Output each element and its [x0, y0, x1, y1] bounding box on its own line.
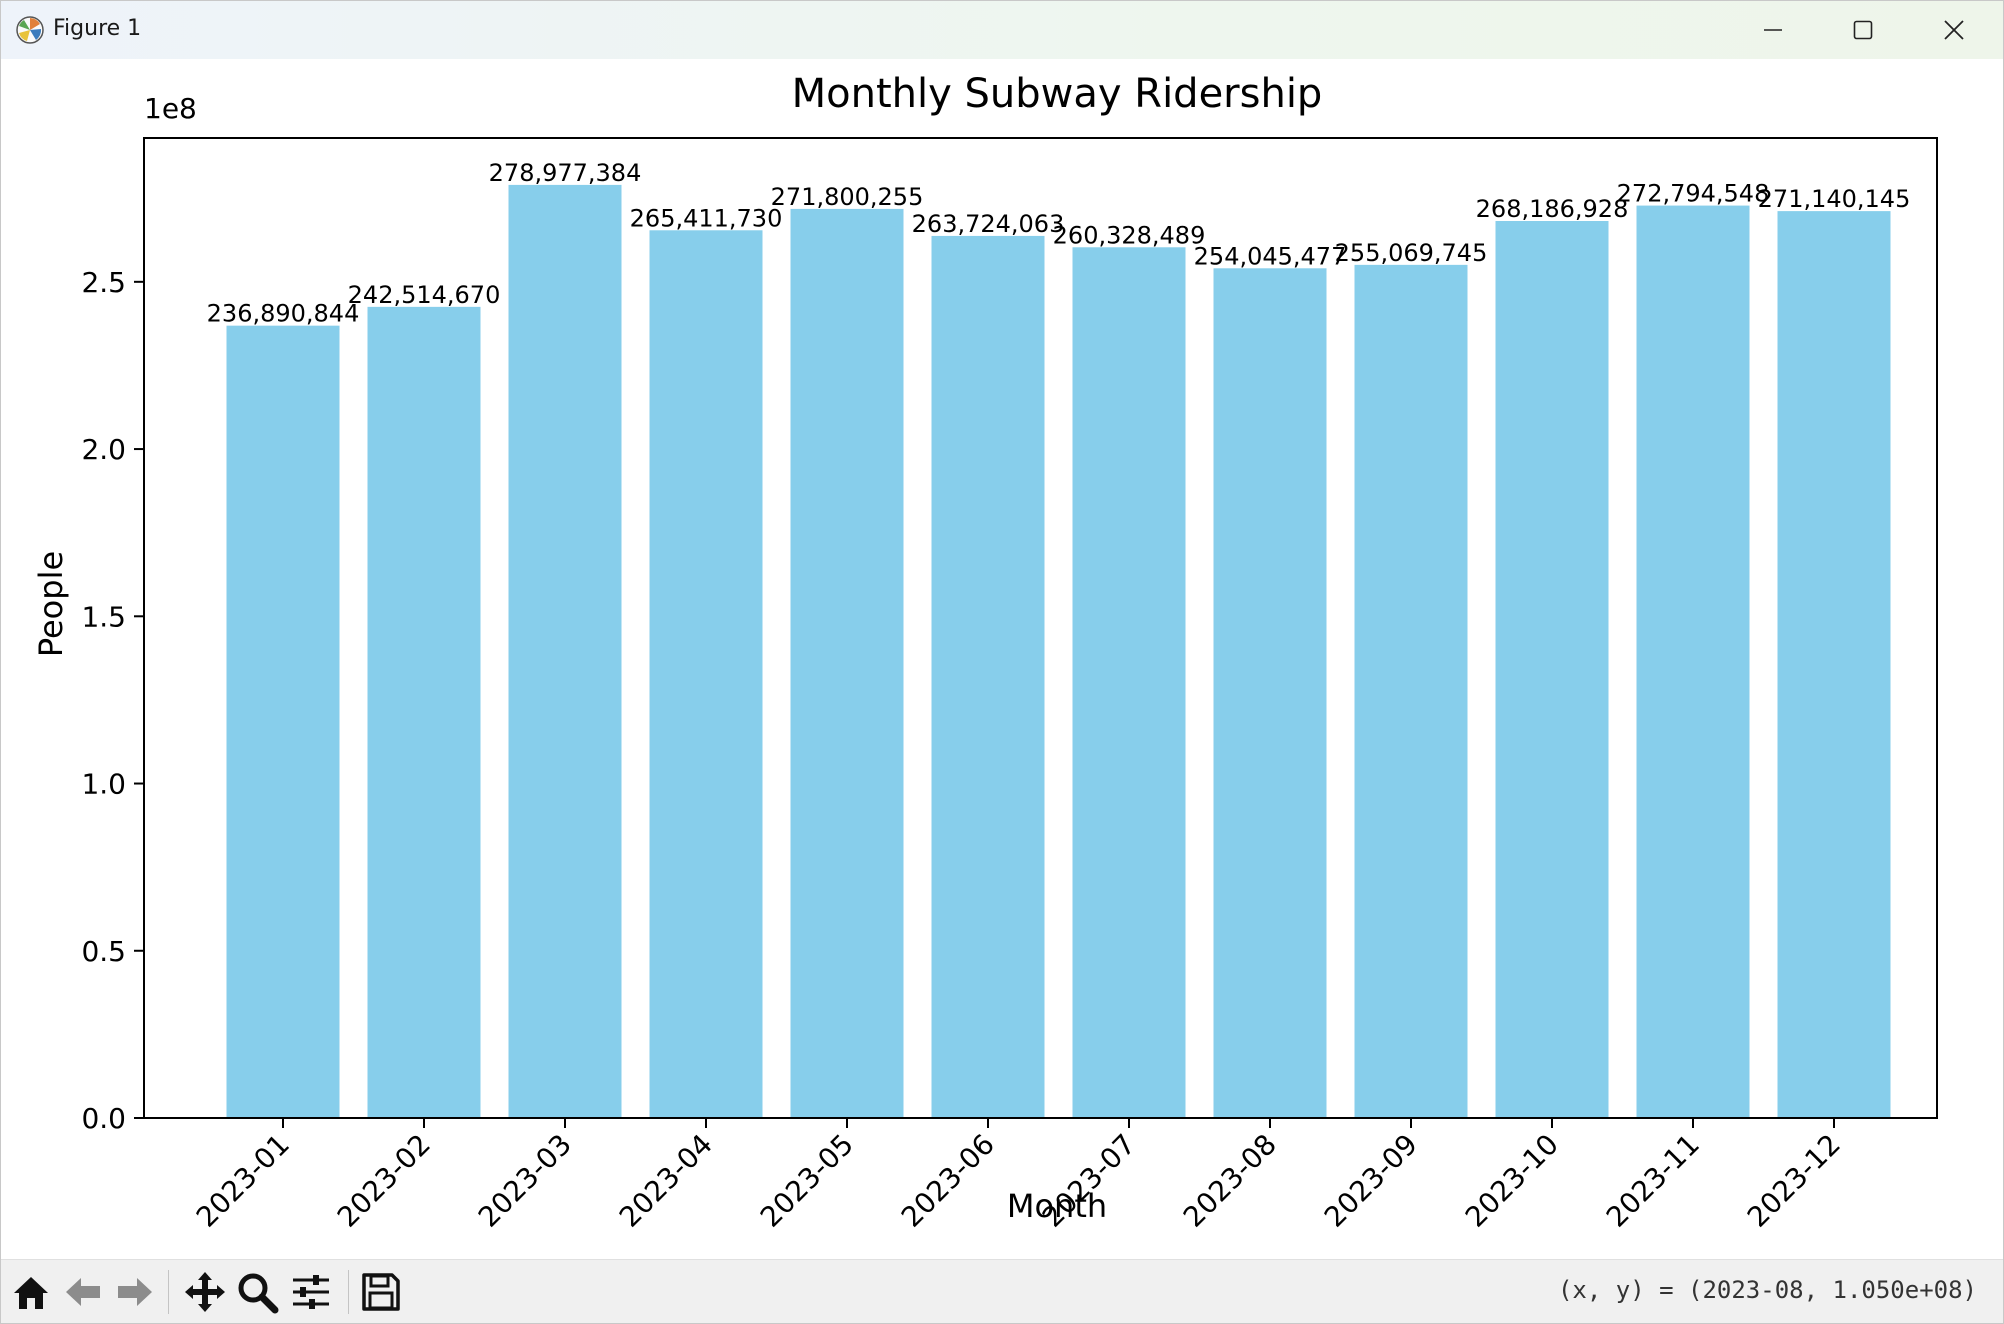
minimize-button[interactable] — [1728, 1, 1818, 59]
x-tick-label: 2023-11 — [1600, 1128, 1706, 1234]
pan-icon — [185, 1272, 225, 1312]
zoom-button[interactable] — [233, 1268, 281, 1316]
bar-2023-06 — [931, 235, 1045, 1119]
forward-button[interactable] — [111, 1268, 159, 1316]
x-tick-label: 2023-01 — [190, 1128, 296, 1234]
configure-subplots-button[interactable] — [287, 1268, 335, 1316]
save-icon — [362, 1273, 400, 1311]
bar-2023-02 — [367, 306, 481, 1118]
navigation-toolbar: (x, y) = (2023-08, 1.050e+08) — [1, 1259, 2003, 1323]
y-tick-label: 0.5 — [81, 935, 126, 968]
x-tick-label: 2023-05 — [754, 1128, 860, 1234]
y-tick-label: 2.0 — [81, 433, 126, 466]
x-tick-label: 2023-08 — [1177, 1128, 1283, 1234]
bar-value-label: 271,800,255 — [771, 183, 924, 211]
bar-value-label: 254,045,477 — [1194, 242, 1347, 270]
chart-title: Monthly Subway Ridership — [792, 71, 1323, 117]
toolbar-separator — [168, 1270, 169, 1314]
bar-2023-08 — [1213, 268, 1327, 1118]
y-tick-label: 2.5 — [81, 266, 126, 299]
cursor-coordinates: (x, y) = (2023-08, 1.050e+08) — [1557, 1276, 1977, 1304]
x-tick-label: 2023-09 — [1318, 1128, 1424, 1234]
bar-value-label: 255,069,745 — [1335, 239, 1488, 267]
bar-value-label: 271,140,145 — [1758, 185, 1911, 213]
bar-2023-10 — [1495, 220, 1609, 1118]
minimize-icon — [1764, 29, 1782, 31]
home-icon — [14, 1277, 48, 1309]
x-axis-label: Month — [1007, 1187, 1107, 1225]
y-tick-label: 1.0 — [81, 768, 126, 801]
y-offset-label: 1e8 — [144, 92, 197, 125]
figure-canvas[interactable]: Monthly Subway Ridership 1e8 236,890,844… — [1, 59, 2003, 1259]
home-button[interactable] — [7, 1268, 55, 1316]
axes-frame — [143, 137, 1938, 1119]
x-tick-label: 2023-12 — [1741, 1128, 1847, 1234]
window-title: Figure 1 — [53, 16, 142, 41]
bar-value-label: 268,186,928 — [1476, 195, 1629, 223]
bar-2023-05 — [790, 208, 904, 1119]
y-axis-label: People — [32, 551, 70, 657]
bar-series — [226, 184, 1891, 1119]
title-bar[interactable]: Figure 1 — [1, 1, 2003, 59]
toolbar-separator — [348, 1270, 349, 1314]
y-tick-label: 0.0 — [81, 1102, 126, 1135]
pan-button[interactable] — [181, 1268, 229, 1316]
bar-chart: Monthly Subway Ridership 1e8 236,890,844… — [32, 71, 1938, 1234]
bar-value-label: 265,411,730 — [630, 204, 783, 232]
configure-subplots-icon — [293, 1275, 329, 1309]
y-axis: 0.0 0.5 1.0 1.5 2.0 2.5 — [81, 266, 144, 1135]
close-button[interactable] — [1909, 1, 1999, 59]
bar-value-label: 260,328,489 — [1053, 221, 1206, 249]
bar-value-label: 278,977,384 — [489, 159, 642, 187]
maximize-icon — [1853, 20, 1873, 40]
close-icon — [1944, 20, 1964, 40]
x-tick-label: 2023-02 — [331, 1128, 437, 1234]
x-tick-label: 2023-03 — [472, 1128, 578, 1234]
bar-2023-11 — [1636, 205, 1750, 1119]
maximize-button[interactable] — [1818, 1, 1908, 59]
zoom-icon — [238, 1273, 279, 1314]
bar-value-label: 236,890,844 — [207, 300, 360, 328]
bar-2023-12 — [1777, 211, 1891, 1118]
bar-2023-07 — [1072, 247, 1186, 1118]
bar-2023-03 — [508, 184, 622, 1118]
x-tick-label: 2023-04 — [613, 1128, 719, 1234]
bar-value-label: 263,724,063 — [912, 210, 1065, 238]
y-tick-label: 1.5 — [81, 600, 126, 633]
bar-value-label: 272,794,548 — [1617, 180, 1770, 208]
x-tick-label: 2023-10 — [1459, 1128, 1565, 1234]
x-tick-label: 2023-06 — [895, 1128, 1001, 1234]
bar-2023-09 — [1354, 264, 1468, 1118]
bar-value-label: 242,514,670 — [348, 281, 501, 309]
back-arrow-icon — [66, 1278, 100, 1306]
bar-2023-01 — [226, 325, 340, 1119]
back-button[interactable] — [59, 1268, 107, 1316]
matplotlib-logo-icon — [16, 16, 44, 44]
bar-2023-04 — [649, 230, 763, 1118]
forward-arrow-icon — [118, 1278, 152, 1306]
save-button[interactable] — [357, 1268, 405, 1316]
